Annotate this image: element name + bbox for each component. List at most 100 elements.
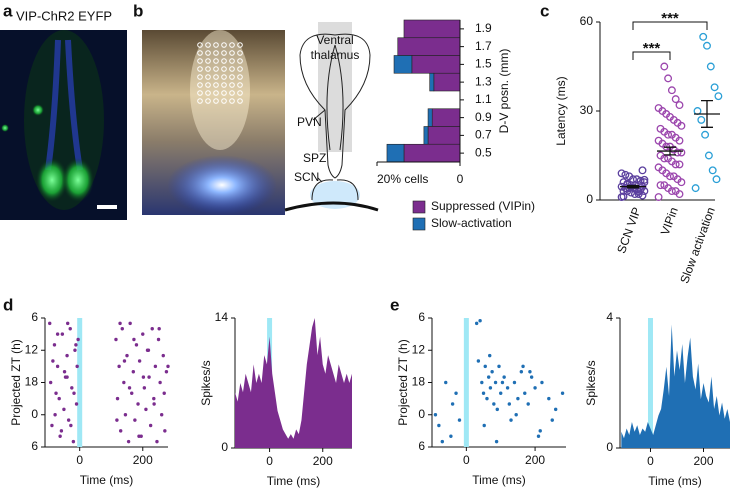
electrode-site [213, 82, 219, 88]
electrode-site [197, 90, 203, 96]
spike-dot [437, 423, 441, 428]
y-tick-label: 6 [418, 439, 425, 453]
y-axis-title: D-V posn. (mm) [497, 49, 511, 134]
spike-dot [519, 370, 524, 374]
spike-dot [521, 364, 525, 369]
dot [675, 101, 684, 110]
spike-dot [507, 402, 512, 406]
spike-dot [500, 380, 505, 385]
dot [701, 130, 710, 139]
electrode-site [229, 42, 235, 48]
spike-dot [71, 439, 76, 444]
spike-dot [65, 353, 69, 358]
spike-dot [55, 364, 60, 369]
electrode-site [229, 90, 235, 96]
dot [667, 130, 676, 139]
spike-dot [148, 423, 153, 428]
bar-segment [393, 55, 413, 74]
dot [697, 115, 706, 124]
spike-dot [48, 321, 52, 326]
dot [660, 62, 669, 71]
error-bar [694, 99, 720, 128]
y-tick-label: 0 [31, 407, 38, 421]
dot [640, 187, 649, 196]
dot [654, 136, 663, 145]
dot [714, 92, 723, 101]
electrode-site [205, 42, 211, 48]
dot [677, 148, 686, 157]
dot [636, 176, 645, 185]
spike-dot [164, 370, 169, 374]
spike-dot [509, 418, 513, 422]
spike-dot [62, 370, 67, 374]
bar-segment [427, 126, 461, 145]
dot [675, 160, 684, 169]
spike-dot [499, 391, 503, 395]
y-tick-label: 60 [580, 14, 594, 28]
spike-dot [66, 418, 71, 422]
psth-area [621, 324, 730, 448]
electrode-site [229, 66, 235, 72]
spike-dot [488, 386, 493, 390]
spike-dot [133, 418, 137, 422]
spike-dot [152, 396, 156, 401]
spike-dot [162, 391, 166, 395]
spike-dot [157, 327, 161, 331]
spike-dot [150, 327, 154, 331]
x-tick-label: Slow activation [677, 205, 718, 285]
y-tick-label: 18 [25, 375, 39, 389]
diagram [284, 22, 379, 212]
dot [706, 62, 715, 71]
spike-dot [483, 364, 487, 369]
x-axis-title: Time (ms) [472, 473, 526, 487]
electrode-site [205, 66, 211, 72]
electrode-site [221, 42, 227, 48]
bar-segment [386, 143, 405, 163]
dot [654, 163, 663, 172]
x-tick-label: 0 [266, 454, 273, 468]
y-tick-label: 0 [586, 192, 593, 206]
spike-dot [72, 391, 76, 395]
spike-dot [55, 332, 60, 336]
electrode-site [237, 42, 243, 48]
spike-dot [59, 429, 64, 433]
spike-dot [73, 348, 77, 352]
electrode-site [205, 58, 211, 64]
spike-dot [550, 418, 554, 422]
spike-dot [156, 337, 161, 342]
spike-dot [62, 407, 66, 412]
dot [710, 83, 719, 92]
dot [691, 184, 700, 193]
spike-dot [493, 380, 498, 385]
spike-dot [481, 391, 486, 395]
electrode-site [205, 98, 211, 104]
electrode-site [237, 58, 243, 64]
significance-bracket [632, 21, 708, 30]
y-axis-title: Projected ZT (h) [9, 339, 23, 425]
dot [669, 172, 678, 181]
panel-letter: b [133, 1, 143, 20]
dot [654, 104, 663, 112]
dot [703, 41, 711, 50]
spike-dot [122, 380, 126, 385]
spike-dot [433, 413, 438, 417]
spike-dot [159, 413, 164, 417]
spike-dot [161, 353, 165, 358]
panel-title: VIP-ChR2 EYFP [16, 8, 112, 23]
x-tick-label: 0 [457, 172, 464, 186]
spike-dot [130, 391, 134, 395]
dot [638, 166, 647, 175]
panel-letter: d [3, 295, 13, 314]
spike-dot [553, 407, 558, 412]
diagram-label: SCN [294, 170, 319, 184]
spike-dot [547, 396, 551, 401]
electrode-site [237, 90, 243, 96]
x-tick-label: 0 [647, 454, 654, 468]
spike-dot [528, 370, 532, 374]
y-tick-label: 1.7 [475, 39, 492, 53]
spike-dot [486, 375, 491, 379]
dot [632, 175, 641, 184]
significance-label: *** [661, 10, 679, 27]
